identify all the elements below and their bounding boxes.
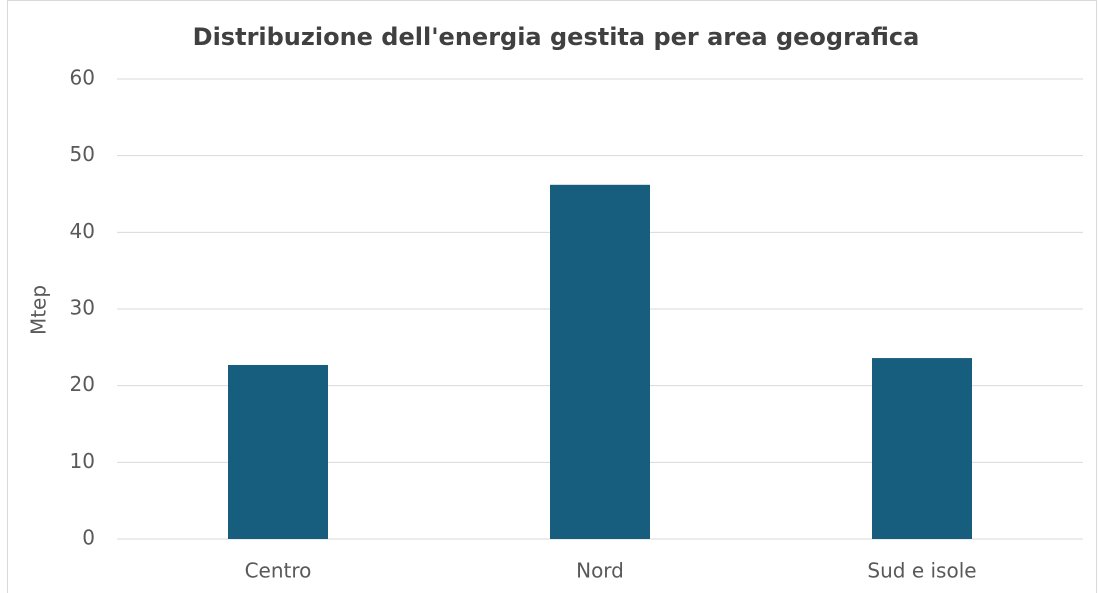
bar (872, 358, 972, 539)
y-tick-label: 50 (70, 142, 95, 166)
x-tick-label: Centro (245, 559, 312, 583)
chart-title: Distribuzione dell'energia gestita per a… (193, 23, 920, 51)
y-tick-label: 0 (82, 526, 95, 550)
y-axis-label: Mtep (27, 285, 51, 335)
x-tick-label: Sud e isole (867, 559, 976, 583)
y-tick-label: 10 (70, 449, 95, 473)
bar (228, 364, 328, 539)
x-tick-label: Nord (576, 559, 624, 583)
bar (550, 184, 650, 540)
y-tick-label: 20 (70, 372, 95, 396)
chart-frame (7, 0, 1097, 593)
y-tick-label: 30 (70, 296, 95, 320)
y-tick-label: 40 (70, 219, 95, 243)
y-tick-label: 60 (70, 66, 95, 90)
